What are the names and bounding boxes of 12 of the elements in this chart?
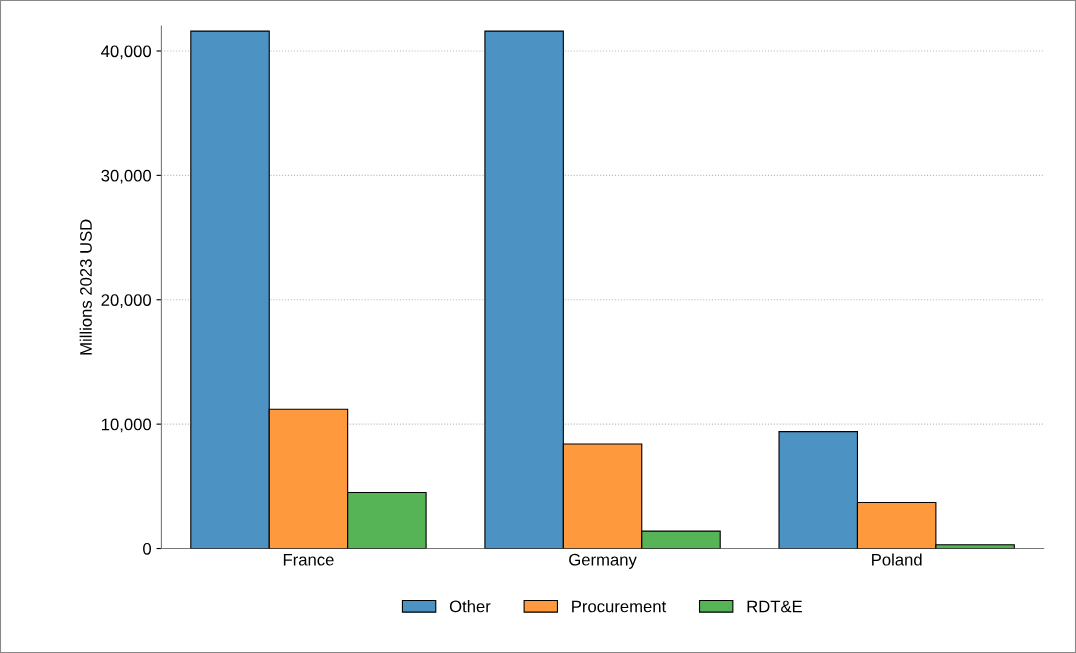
y-tick-label: 20,000 [101,294,152,308]
x-tick-label: France [283,553,334,566]
y-tick-label: 30,000 [101,169,152,184]
legend-label: Procurement [572,600,667,613]
x-tick-label: Poland [872,553,922,566]
y-tick-label: 0 [143,542,152,555]
legend-label: RDT&E [747,600,802,613]
x-tick-label: Germany [569,553,637,569]
legend-label: Other [449,600,491,613]
y-tick-label: 10,000 [101,418,152,433]
y-tick-label: 40,000 [101,45,152,60]
y-axis-title: Millions 2023 USD [79,219,92,355]
